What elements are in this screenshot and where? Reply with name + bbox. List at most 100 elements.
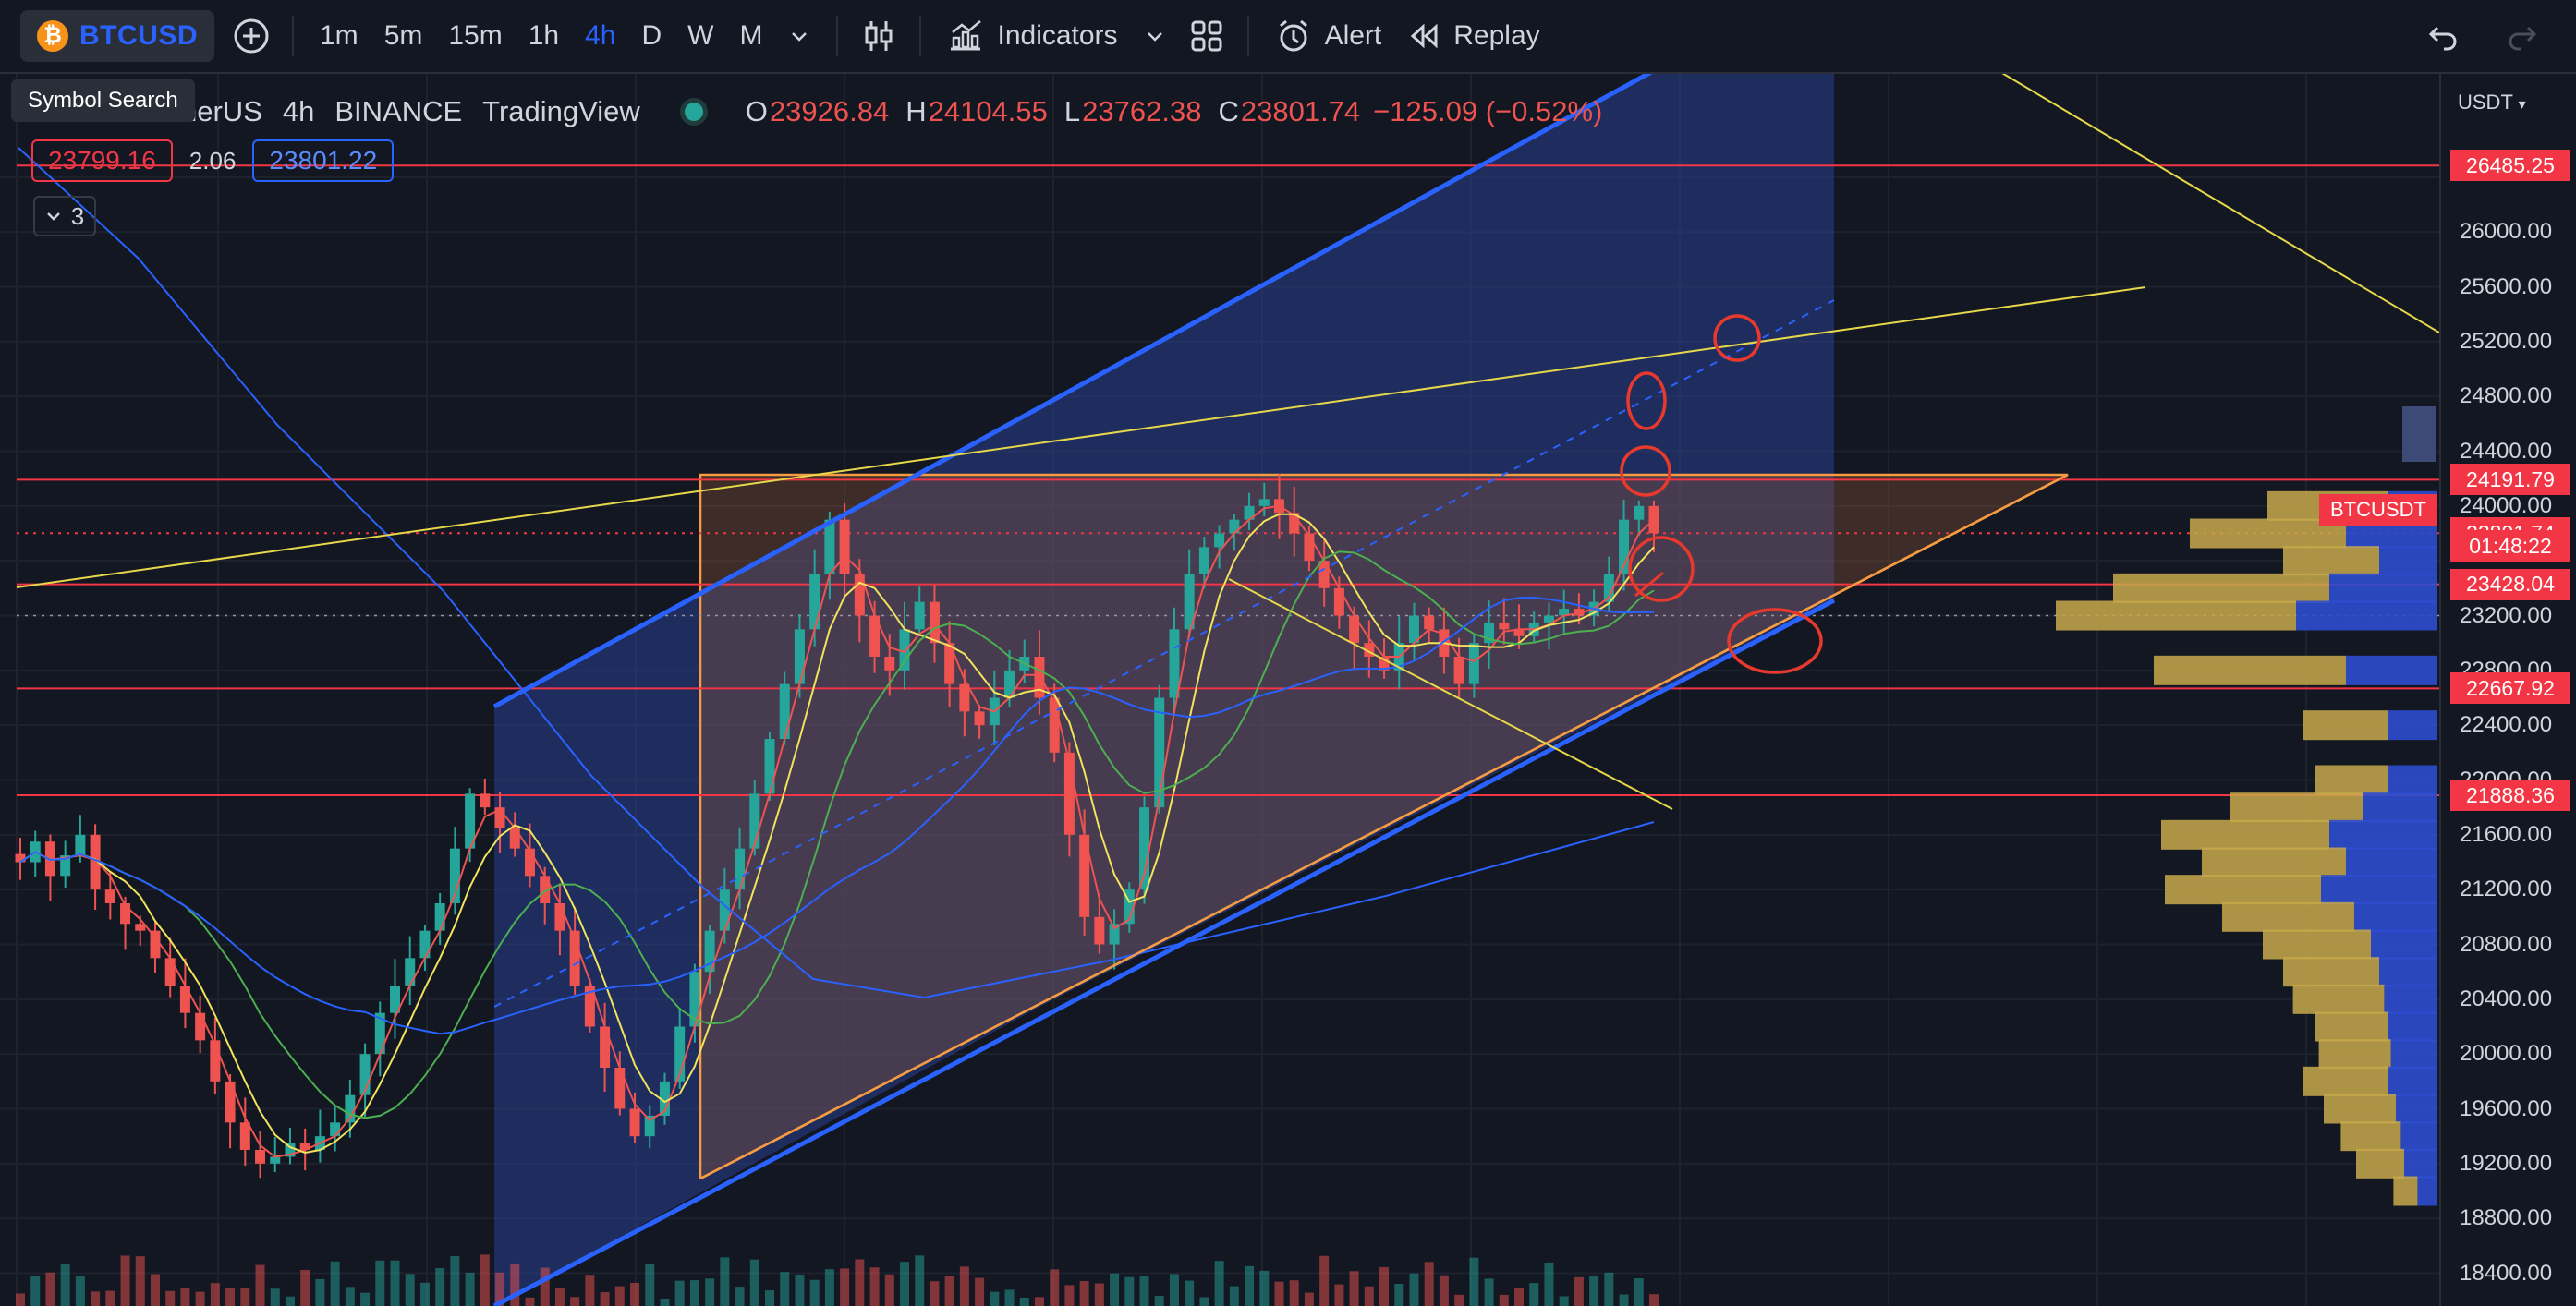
volume-profile-buy-bar xyxy=(2202,847,2346,877)
candle-body xyxy=(929,601,940,644)
spread-value: 2.06 xyxy=(188,146,237,175)
volume-bar xyxy=(1409,1273,1419,1306)
volume-bar xyxy=(1124,1276,1135,1306)
volume-profile-buy-bar xyxy=(2222,901,2354,932)
volume-bar xyxy=(1514,1288,1525,1306)
close-value: 23801.74 xyxy=(1240,95,1361,127)
sell-price-button[interactable]: 23799.16 xyxy=(31,139,173,182)
volume-bar xyxy=(1544,1262,1554,1306)
interval-w[interactable]: W xyxy=(687,20,714,51)
volume-bar xyxy=(990,1291,1000,1306)
grid-icon[interactable] xyxy=(1179,10,1234,62)
volume-bar xyxy=(120,1255,130,1306)
chevron-down-icon[interactable] xyxy=(775,10,823,62)
candle-body xyxy=(330,1122,341,1137)
candle-body xyxy=(465,793,476,849)
candle-body xyxy=(405,958,416,986)
close-label: C xyxy=(1218,95,1239,127)
volume-profile-buy-bar xyxy=(2283,546,2379,576)
symbol-search-button[interactable]: ₿ BTCUSD xyxy=(20,10,214,62)
candle-body xyxy=(1349,615,1360,644)
volume-bar xyxy=(91,1291,101,1306)
volume-bar xyxy=(809,1279,820,1306)
candle-body xyxy=(629,1108,640,1137)
candle-body xyxy=(1063,752,1075,835)
volume-profile-sell-bar xyxy=(2388,1066,2437,1096)
candle-body xyxy=(164,958,176,986)
volume-profile-sell-bar xyxy=(2379,546,2437,576)
chart-canvas[interactable] xyxy=(0,74,2439,1306)
candle-body xyxy=(674,1026,686,1082)
interval-m[interactable]: M xyxy=(739,20,763,51)
volume-profile-sell-bar xyxy=(2400,1121,2437,1152)
plus-circle-icon[interactable] xyxy=(224,10,279,62)
price-axis-tick: 25600.00 xyxy=(2460,273,2553,299)
buy-price-button[interactable]: 23801.22 xyxy=(252,139,395,182)
interval-5m[interactable]: 5m xyxy=(383,20,423,51)
interval-4h[interactable]: 4h xyxy=(585,20,616,51)
price-axis-tick: 24000.00 xyxy=(2460,492,2553,518)
undo-icon[interactable] xyxy=(2426,18,2460,56)
volume-bar xyxy=(1649,1294,1659,1306)
candle-body xyxy=(135,924,146,931)
interval-1h[interactable]: 1h xyxy=(528,20,560,51)
candle-body xyxy=(600,1026,611,1069)
volume-profile-sell-bar xyxy=(2388,765,2437,795)
price-axis-tick: 19600.00 xyxy=(2460,1095,2553,1121)
candle-body xyxy=(689,972,700,1027)
interval-15m[interactable]: 15m xyxy=(448,20,503,51)
candle-body xyxy=(779,683,790,740)
volume-profile-sell-bar xyxy=(2384,984,2437,1014)
yellow-trend-line xyxy=(16,286,2146,588)
candle-body xyxy=(1169,629,1180,698)
change-value: −125.09 (−0.52%) xyxy=(1373,95,1603,127)
replay-label: Replay xyxy=(1453,20,1540,51)
candle-body xyxy=(359,1054,371,1095)
candle-body xyxy=(899,629,910,671)
channel-lower-line xyxy=(492,598,1836,1306)
volume-bar xyxy=(1259,1270,1270,1306)
interval-1m[interactable]: 1m xyxy=(320,20,358,51)
price-axis-tick: 19200.00 xyxy=(2460,1150,2553,1176)
candle-body xyxy=(150,930,161,959)
legend-source[interactable]: TradingView xyxy=(482,95,640,127)
legend-interval[interactable]: 4h xyxy=(282,95,315,127)
candle-body xyxy=(1379,657,1390,671)
candle-body xyxy=(959,683,970,712)
candle-body xyxy=(1258,499,1270,506)
price-axis[interactable]: USDT ▾ 26000.00 25600.00 25200.00 24800.00 2… xyxy=(2439,74,2576,1306)
replay-button[interactable]: Replay xyxy=(1394,10,1552,62)
volume-profile-buy-bar xyxy=(2292,984,2385,1014)
volume-bar xyxy=(510,1263,520,1306)
channel-fill xyxy=(494,74,1834,1306)
currency-selector[interactable]: USDT ▾ xyxy=(2458,91,2526,114)
volume-profile-buy-bar xyxy=(2315,765,2388,795)
candle-body xyxy=(179,986,190,1013)
candle-body xyxy=(104,889,115,904)
indicators-button[interactable]: Indicators xyxy=(934,10,1130,62)
volume-bar xyxy=(30,1276,41,1306)
volume-profile-sell-bar xyxy=(2363,792,2437,823)
volume-profile-buy-bar xyxy=(2113,573,2329,603)
volume-bar xyxy=(180,1288,190,1306)
candles-icon[interactable] xyxy=(851,10,906,62)
volume-bar xyxy=(1139,1276,1149,1306)
volume-profile-buy-bar xyxy=(2161,819,2329,850)
volume-bar xyxy=(944,1276,954,1306)
volume-bar xyxy=(1484,1278,1494,1306)
volume-bar xyxy=(1019,1297,1029,1306)
volume-bar xyxy=(255,1264,265,1306)
interval-d[interactable]: D xyxy=(641,20,662,51)
volume-bar xyxy=(1529,1283,1539,1306)
candle-body xyxy=(1034,657,1045,698)
candle-body xyxy=(1318,561,1330,588)
volume-bar xyxy=(1364,1286,1374,1306)
indicators-collapse-button[interactable]: 3 xyxy=(33,196,96,236)
volume-profile-buy-bar xyxy=(2393,1176,2418,1206)
chevron-down-icon[interactable] xyxy=(1131,10,1179,62)
redo-icon[interactable] xyxy=(2506,18,2539,56)
volume-profile-buy-bar xyxy=(2315,1011,2388,1042)
alert-button[interactable]: Alert xyxy=(1262,10,1395,62)
legend-exchange[interactable]: BINANCE xyxy=(334,95,463,127)
market-status-icon[interactable] xyxy=(684,103,703,121)
